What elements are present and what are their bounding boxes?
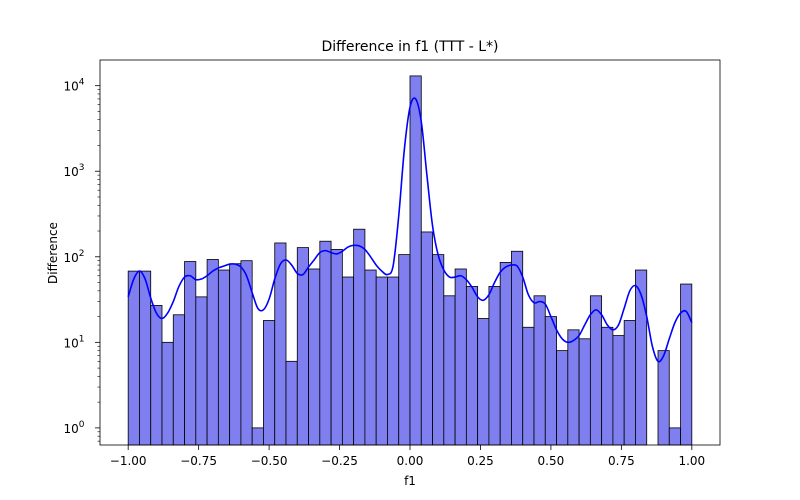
histogram-bar [296, 247, 309, 446]
histogram-bar [612, 335, 625, 446]
histogram-bar [195, 296, 208, 446]
histogram-bar [668, 427, 681, 446]
histogram-bar [319, 240, 332, 446]
histogram-bar [533, 295, 546, 446]
histogram-bars [127, 75, 693, 446]
histogram-bar [353, 228, 366, 446]
kde-curve [127, 97, 693, 363]
x-tick-label: −0.50 [251, 454, 288, 468]
histogram-bar [623, 320, 636, 446]
histogram-bar [488, 286, 501, 446]
histogram-bar [522, 326, 535, 446]
x-tick-label: 0.00 [397, 454, 424, 468]
histogram-bar [477, 318, 490, 446]
x-axis-ticks: −1.00 −0.75 −0.50 −0.25 0.00 0.25 0.50 0.75 1.00 [110, 445, 705, 468]
histogram-bar [556, 350, 569, 446]
x-tick-label: −0.75 [180, 454, 217, 468]
histogram-bar [341, 276, 355, 446]
histogram-bar [184, 261, 197, 446]
histogram-bar [251, 427, 264, 446]
histogram-bar [375, 276, 388, 446]
x-tick-label: −1.00 [110, 454, 147, 468]
y-axis-label: Difference [46, 222, 60, 284]
histogram-bar [229, 263, 242, 446]
histogram-bar [217, 269, 231, 446]
histogram-bar [511, 250, 524, 446]
histogram-bar [680, 283, 693, 446]
histogram-bar [544, 316, 557, 446]
histogram-bar [139, 270, 152, 446]
histogram-bar [364, 269, 377, 446]
histogram-bar [172, 314, 185, 446]
histogram-bar [657, 350, 670, 446]
histogram-bar [150, 305, 163, 446]
histogram-bar [432, 254, 445, 446]
x-tick-label: 1.00 [678, 454, 705, 468]
histogram-bar [398, 254, 411, 446]
histogram-bar [567, 329, 580, 446]
x-tick-label: −0.25 [321, 454, 358, 468]
histogram-bar [127, 270, 140, 446]
histogram-bar [263, 320, 276, 446]
histogram-bar [206, 259, 219, 446]
histogram-bar [161, 341, 174, 446]
histogram-bar [601, 326, 614, 446]
histogram-bar [499, 261, 512, 446]
x-axis-label: f1 [404, 474, 416, 488]
histogram-bar [578, 338, 591, 446]
x-tick-label: 0.75 [608, 454, 635, 468]
x-tick-label: 0.25 [467, 454, 494, 468]
histogram-bar [454, 268, 467, 446]
histogram-bar [420, 231, 433, 446]
histogram-bar [589, 295, 603, 446]
chart-title: Difference in f1 (TTT - L*) [322, 39, 499, 55]
histogram-bar [465, 286, 479, 446]
histogram-bar [409, 75, 422, 446]
histogram-bar [387, 276, 400, 446]
histogram-bar [285, 360, 298, 446]
x-tick-label: 0.50 [538, 454, 565, 468]
histogram-bar [308, 268, 321, 446]
histogram-bar [443, 295, 456, 446]
histogram-bar [330, 248, 343, 446]
